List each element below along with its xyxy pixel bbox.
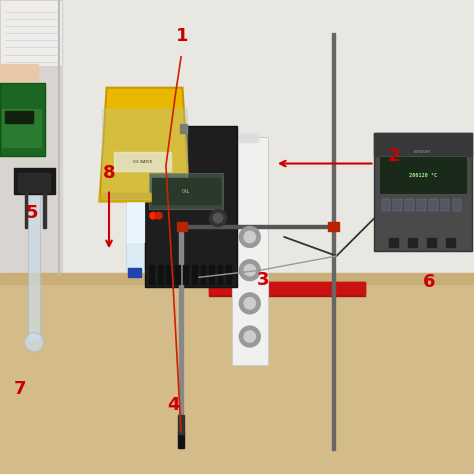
Bar — [28, 194, 40, 341]
Bar — [179, 225, 183, 448]
Circle shape — [210, 210, 227, 227]
Bar — [0, 275, 474, 474]
Bar — [389, 238, 398, 247]
Circle shape — [213, 213, 223, 223]
Bar — [417, 199, 426, 211]
Circle shape — [239, 326, 260, 347]
Bar — [192, 265, 197, 284]
Bar — [328, 222, 339, 231]
Bar — [175, 265, 180, 284]
Text: 8: 8 — [103, 164, 115, 182]
Bar — [379, 156, 467, 194]
Bar — [99, 193, 191, 201]
Circle shape — [244, 298, 255, 309]
Bar — [429, 199, 438, 211]
Text: 1: 1 — [176, 27, 189, 45]
Bar — [177, 222, 187, 231]
Text: 200120 °C: 200120 °C — [409, 173, 437, 178]
Bar — [126, 161, 144, 270]
Text: 3: 3 — [257, 271, 269, 289]
Bar — [226, 265, 231, 284]
Bar — [201, 265, 205, 284]
Text: 7: 7 — [14, 380, 26, 398]
Text: CAL: CAL — [182, 190, 191, 194]
Text: 6: 6 — [423, 273, 435, 291]
Bar — [0, 0, 62, 275]
Bar — [239, 133, 258, 142]
Bar — [453, 199, 461, 211]
Text: 5: 5 — [26, 204, 38, 222]
Bar — [232, 137, 268, 365]
Bar — [374, 133, 472, 251]
Bar — [209, 282, 365, 296]
Bar — [183, 265, 188, 284]
Bar — [0, 0, 62, 66]
Bar — [180, 124, 187, 133]
Bar — [25, 192, 27, 228]
Bar — [446, 238, 455, 247]
Bar — [166, 265, 171, 284]
Circle shape — [244, 264, 255, 276]
Circle shape — [150, 212, 156, 219]
Bar — [127, 160, 147, 164]
Bar — [127, 199, 144, 242]
Circle shape — [239, 227, 260, 247]
Text: ICE WATER: ICE WATER — [133, 160, 152, 164]
Bar — [0, 0, 474, 275]
Bar — [114, 152, 171, 171]
Bar — [18, 173, 50, 192]
Bar — [427, 238, 436, 247]
Bar — [408, 238, 417, 247]
Bar — [441, 199, 449, 211]
Bar — [14, 168, 55, 194]
Bar — [0, 64, 38, 81]
Circle shape — [25, 333, 44, 352]
Bar — [5, 111, 33, 123]
Circle shape — [244, 331, 255, 342]
Circle shape — [239, 293, 260, 314]
Bar — [393, 199, 402, 211]
Bar — [178, 431, 184, 448]
Bar — [332, 33, 335, 450]
Text: 2: 2 — [387, 147, 400, 165]
Bar — [178, 415, 184, 434]
Bar — [149, 265, 154, 284]
Bar — [209, 282, 365, 294]
Bar — [43, 192, 46, 228]
Bar — [0, 83, 45, 156]
Bar — [218, 265, 222, 284]
Bar — [158, 265, 163, 284]
Circle shape — [155, 212, 162, 219]
Bar — [145, 126, 237, 287]
Text: 4: 4 — [167, 396, 179, 414]
Circle shape — [239, 260, 260, 281]
Bar — [149, 173, 223, 209]
Bar — [152, 178, 220, 204]
Bar — [382, 199, 390, 211]
Bar — [2, 109, 41, 147]
Bar — [102, 109, 187, 199]
Bar — [128, 268, 141, 277]
Circle shape — [244, 231, 255, 243]
Bar — [374, 133, 472, 156]
Polygon shape — [100, 88, 190, 201]
Bar — [405, 199, 414, 211]
Bar — [0, 273, 474, 284]
Bar — [180, 225, 334, 228]
Bar — [209, 265, 214, 284]
Text: KEYSIGHT: KEYSIGHT — [414, 150, 431, 154]
